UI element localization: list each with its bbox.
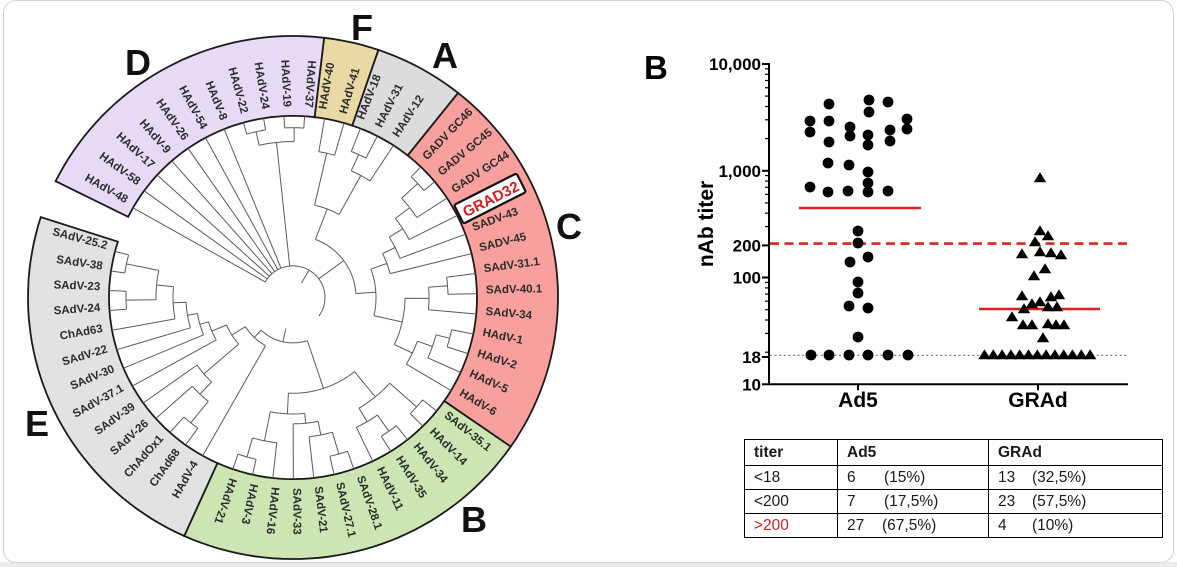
svg-text:F: F [351,7,373,48]
svg-text:SAdV-24: SAdV-24 [53,302,101,317]
svg-text:nAb titer: nAb titer [695,181,718,267]
svg-text:SAdV-34: SAdV-34 [485,306,533,322]
svg-text:SAdV-40.1: SAdV-40.1 [486,283,543,296]
svg-text:B: B [461,499,487,540]
svg-text:C: C [556,206,582,247]
svg-text:10: 10 [742,375,761,394]
svg-text:SAdV-23: SAdV-23 [53,279,100,293]
svg-text:10,000: 10,000 [709,55,761,74]
svg-text:D: D [125,42,151,83]
svg-text:200: 200 [733,236,761,255]
svg-text:GRAd: GRAd [1008,389,1068,412]
svg-text:E: E [25,403,49,444]
svg-text:HAdV-19: HAdV-19 [278,60,292,108]
svg-text:18: 18 [742,348,761,367]
svg-text:100: 100 [733,269,761,288]
svg-text:SAdV-21: SAdV-21 [312,486,329,534]
svg-text:1,000: 1,000 [718,162,761,181]
svg-text:A: A [432,35,458,76]
svg-text:SAdV-33: SAdV-33 [290,488,302,535]
svg-text:HAdV-37: HAdV-37 [302,60,317,108]
svg-text:Ad5: Ad5 [838,389,878,412]
svg-text:B: B [644,49,668,86]
svg-text:HAdV-16: HAdV-16 [264,486,281,534]
